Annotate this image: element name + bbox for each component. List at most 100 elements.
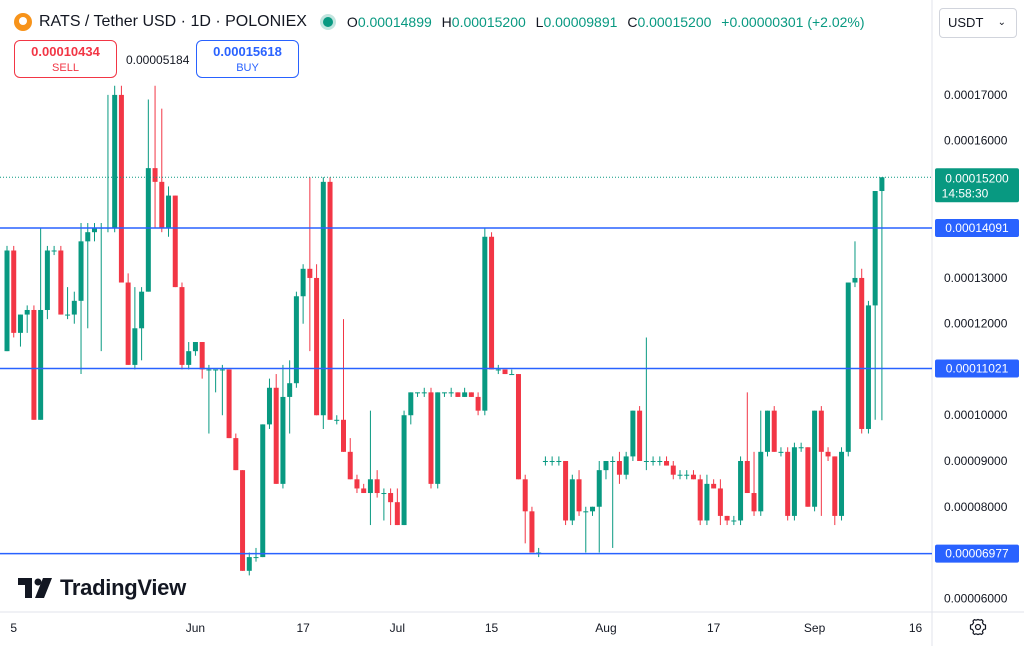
candle-body (4, 250, 10, 352)
candle-body (314, 277, 320, 416)
price-label-box (935, 359, 1019, 378)
x-tick-label: 15 (485, 621, 499, 635)
candle-body (448, 392, 454, 394)
spread-value: 0.00005184 (126, 53, 190, 67)
symbol-title[interactable]: RATS / Tether USD · 1D · POLONIEX (39, 13, 307, 30)
candle-body (623, 456, 629, 475)
open-value: 0.00014899 (357, 14, 432, 30)
candle-body (152, 168, 158, 182)
candle-body (381, 493, 387, 495)
candle-body (785, 451, 791, 516)
ohlc-readout: O0.00014899 H0.00015200 L0.00009891 C0.0… (347, 14, 871, 30)
candle-body (455, 392, 461, 397)
candle-body (630, 410, 636, 457)
candle-body (408, 392, 414, 416)
price-label-text: 0.00006977 (945, 547, 1009, 561)
candle-body (852, 277, 858, 283)
candle-body (637, 410, 643, 461)
candle-body (610, 460, 616, 462)
buy-label: BUY (236, 62, 259, 74)
candle-body (441, 392, 447, 394)
candle-body (125, 282, 131, 365)
candle-body (489, 236, 495, 370)
candle-body (246, 557, 252, 571)
candle-body (657, 460, 663, 462)
candle-body (266, 387, 272, 425)
candle-body (199, 342, 205, 370)
candle-body (273, 387, 279, 484)
candle-body (112, 94, 118, 228)
candle-body (327, 181, 333, 420)
candle-body (798, 447, 804, 449)
candle-body (650, 460, 656, 462)
candle-body (751, 493, 757, 512)
candle-body (738, 460, 744, 521)
candle-body (603, 460, 609, 471)
price-label-box (935, 219, 1019, 238)
candle-body (529, 511, 535, 553)
candle-body (293, 296, 299, 384)
last-price-label: 0.00015200 (945, 171, 1009, 185)
open-key: O (346, 14, 358, 30)
candle-body (556, 460, 562, 462)
candle-body (91, 227, 97, 233)
candle-body (845, 282, 851, 452)
sell-button[interactable]: 0.00010434 SELL (14, 40, 117, 78)
candle-body (401, 415, 407, 526)
candle-body (394, 502, 400, 526)
market-status-icon (322, 17, 333, 27)
low-value: 0.00009891 (543, 14, 618, 30)
candle-body (415, 392, 421, 394)
candle-body (744, 460, 750, 494)
coin-logo-icon (14, 13, 32, 31)
candle-body (186, 351, 192, 365)
candle-body (213, 369, 219, 371)
currency-select[interactable]: USDT ⌄ (939, 8, 1017, 38)
y-tick-label: 0.00006000 (944, 591, 1008, 605)
candle-body (879, 177, 885, 192)
y-tick-label: 0.00016000 (944, 134, 1008, 148)
buy-button[interactable]: 0.00015618 BUY (196, 40, 299, 78)
candle-body (139, 291, 145, 329)
x-tick-label: 16 (909, 621, 923, 635)
x-tick-label: 17 (296, 621, 310, 635)
candle-body (17, 314, 23, 333)
candle-body (159, 181, 165, 228)
candle-body (596, 470, 602, 507)
candle-body (179, 287, 185, 365)
candle-body (643, 460, 649, 462)
candle-body (771, 410, 777, 452)
settings-gear-icon[interactable] (969, 618, 987, 636)
x-tick-label: Aug (595, 621, 616, 635)
chevron-down-icon: ⌄ (997, 17, 1006, 28)
candle-body (367, 479, 373, 494)
x-tick-label: 17 (707, 621, 721, 635)
candle-body (71, 300, 77, 315)
candle-body (704, 483, 710, 521)
candle-body (616, 460, 622, 475)
candle-body (717, 488, 723, 516)
candle-body (576, 479, 582, 512)
candle-body (859, 277, 865, 429)
symbol-header: RATS / Tether USD · 1D · POLONIEX O0.000… (14, 8, 871, 36)
candle-body (260, 424, 266, 558)
currency-value: USDT (948, 15, 984, 30)
candle-body (482, 236, 488, 411)
last-price-box (935, 168, 1019, 203)
candle-body (166, 195, 172, 228)
candle-body (172, 195, 178, 288)
candle-body (731, 520, 737, 522)
y-tick-label: 0.00010000 (944, 408, 1008, 422)
x-tick-label: Jun (186, 621, 205, 635)
candle-body (11, 250, 17, 333)
close-key: C (627, 14, 638, 30)
candle-body (206, 369, 212, 371)
candle-body (361, 488, 367, 494)
candle-body (462, 392, 468, 397)
candle-body (240, 470, 246, 571)
candle-body (509, 374, 515, 376)
tradingview-mark-icon (18, 578, 52, 598)
candle-body (724, 515, 730, 521)
candle-body (502, 369, 508, 375)
